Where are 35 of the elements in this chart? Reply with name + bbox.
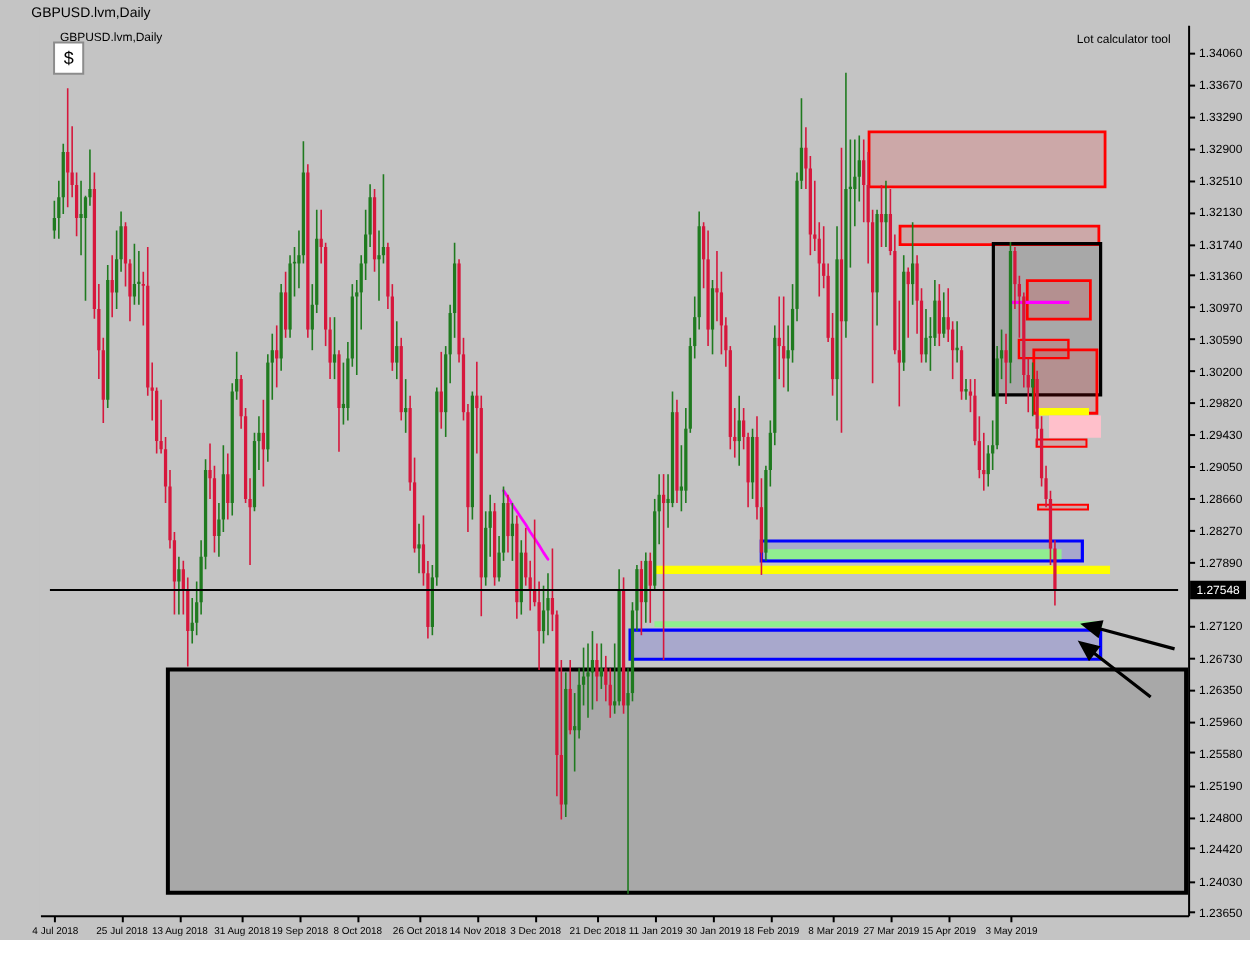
candlestick (110, 254, 114, 318)
candlestick (404, 378, 408, 434)
candlestick (132, 242, 137, 306)
candlestick (439, 351, 443, 430)
candlestick (595, 642, 599, 703)
candlestick (750, 427, 755, 500)
candlestick (599, 642, 603, 690)
candlestick (648, 551, 652, 624)
candlestick (395, 320, 399, 380)
candlestick (66, 87, 70, 209)
candlestick (506, 493, 510, 554)
candlestick (737, 394, 741, 467)
candlestick (710, 279, 715, 356)
candlestick (782, 295, 786, 389)
candlestick (942, 291, 946, 339)
candlestick (568, 659, 572, 736)
candlestick (177, 555, 181, 616)
candlestick (924, 308, 928, 364)
candlestick (590, 630, 595, 711)
candlestick (283, 270, 288, 339)
candlestick (906, 266, 910, 339)
line-series (502, 489, 550, 561)
candlestick (1004, 332, 1008, 405)
annotation: $ (63, 48, 74, 69)
candlestick (884, 180, 888, 248)
candlestick (911, 221, 915, 306)
candlestick (964, 378, 968, 401)
candlestick (510, 502, 515, 562)
candlestick (332, 316, 337, 380)
candlestick (955, 320, 959, 364)
candlestick (937, 283, 941, 347)
candlestick (417, 522, 421, 575)
candlestick (546, 572, 550, 637)
candlestick (959, 345, 964, 401)
candlestick (226, 452, 230, 521)
